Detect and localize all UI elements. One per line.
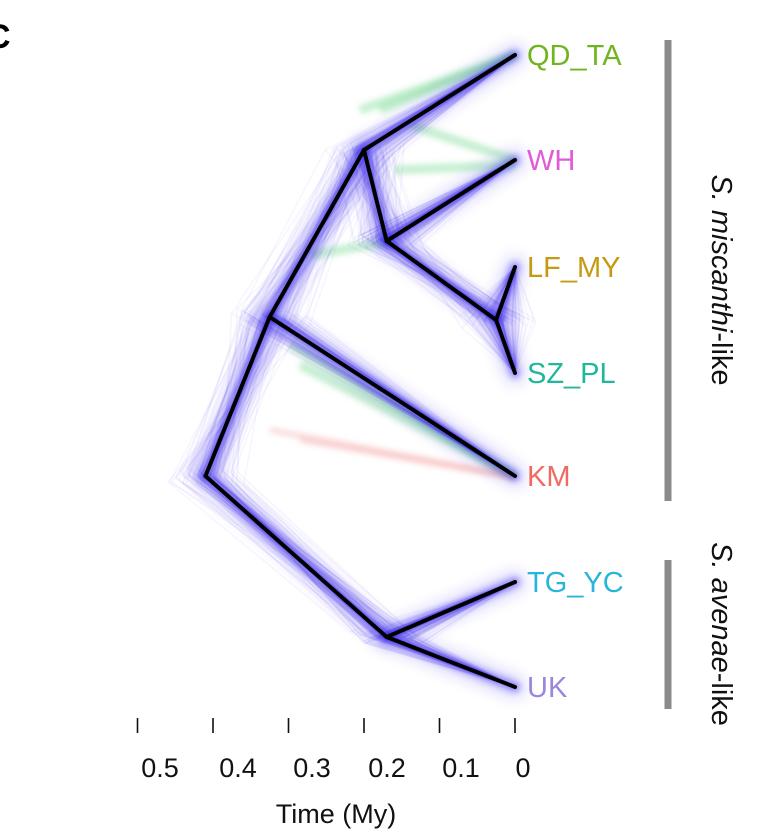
cloud-edge [230, 482, 419, 644]
axis-title: Time (My) [276, 799, 396, 829]
axis-tick-label: 0.1 [442, 753, 480, 783]
tip-label: WH [527, 145, 575, 177]
cloud-edge [215, 479, 409, 642]
axis-tick-label: 0.5 [141, 753, 179, 783]
clade-bars: S. miscanthi-like S. avenae-like [668, 40, 737, 726]
tip-label: QD_TA [527, 40, 622, 72]
tip-label: UK [527, 672, 568, 704]
tip-label: TG_YC [527, 567, 624, 599]
consensus-branch [387, 637, 515, 687]
cloud-edge [223, 472, 398, 634]
consensus-branch [387, 241, 496, 320]
consensus-branch [205, 476, 386, 637]
clade-label: S. avenae-like [705, 542, 737, 726]
clade-label: S. miscanthi-like [705, 174, 737, 385]
consensus-branch [387, 582, 515, 637]
panel-letter: C [0, 18, 11, 56]
axis-tick-label: 0.4 [219, 753, 257, 783]
axis-tick-label: 0.3 [293, 753, 331, 783]
tip-label: KM [527, 461, 571, 493]
tip-labels: QD_TA WH LF_MY SZ_PL KM TG_YC UK [527, 40, 624, 704]
tip-label: SZ_PL [527, 358, 616, 390]
axis-tick-label: 0.2 [368, 753, 406, 783]
consensus-branch [270, 150, 364, 317]
cloud-minor-edge [410, 125, 515, 160]
axis-tick-label: 0 [515, 753, 530, 783]
tip-label: LF_MY [527, 252, 620, 284]
time-axis: 0.5 0.4 0.3 0.2 0.1 0 Time (My) [138, 718, 531, 829]
